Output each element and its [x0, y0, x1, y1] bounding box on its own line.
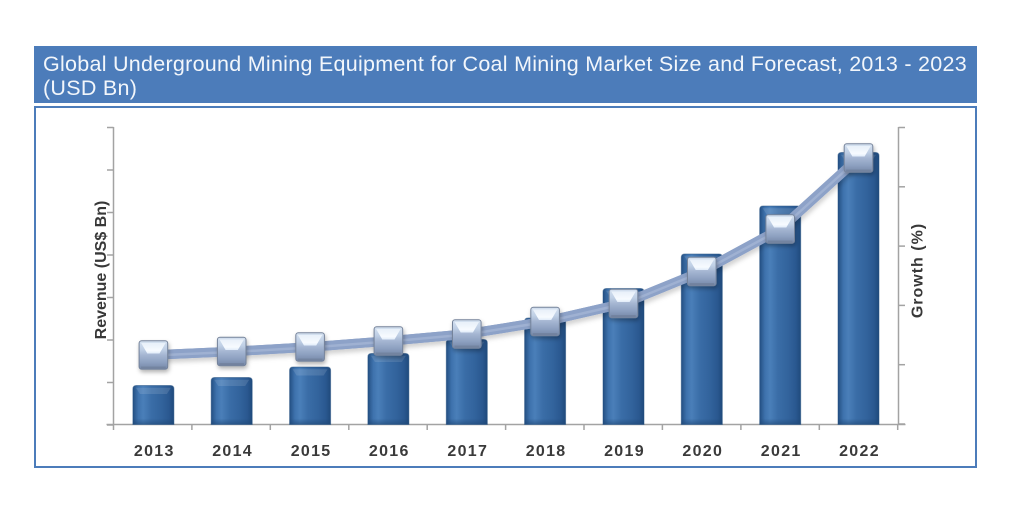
svg-text:Growth (%): Growth (%) — [910, 223, 927, 318]
svg-text:2013: 2013 — [134, 443, 175, 460]
svg-text:2016: 2016 — [369, 443, 410, 460]
svg-text:2015: 2015 — [291, 443, 332, 460]
svg-text:2022: 2022 — [839, 443, 880, 460]
svg-text:2014: 2014 — [212, 443, 253, 460]
svg-text:2020: 2020 — [682, 443, 723, 460]
svg-text:2018: 2018 — [526, 443, 567, 460]
svg-text:2021: 2021 — [761, 443, 802, 460]
svg-text:2019: 2019 — [604, 443, 645, 460]
svg-text:2017: 2017 — [447, 443, 488, 460]
svg-text:Revenue (US$ Bn): Revenue (US$ Bn) — [93, 201, 110, 340]
